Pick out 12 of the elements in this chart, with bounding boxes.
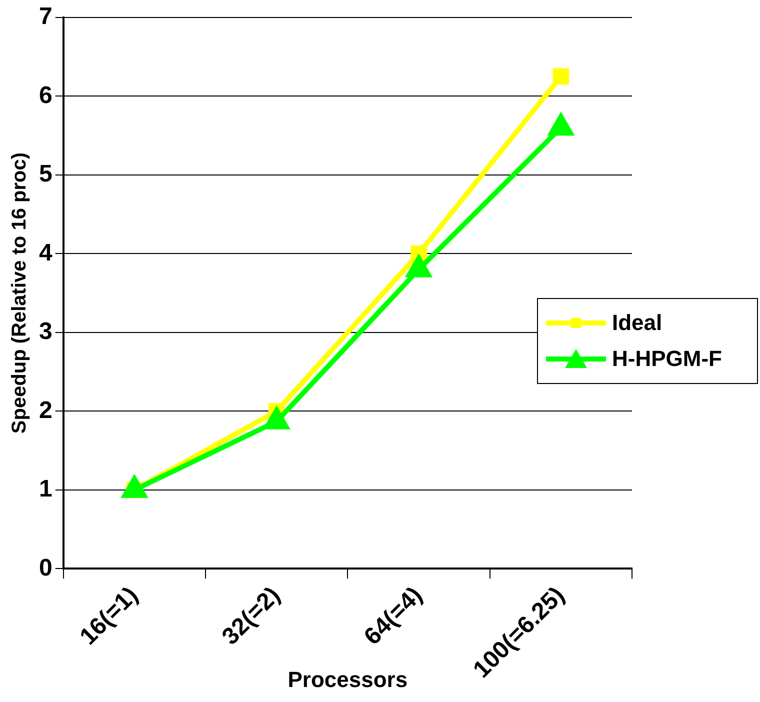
y-tick-label: 4 [38,239,53,266]
y-tick-label: 1 [38,476,52,503]
y-tick-label: 5 [38,160,52,188]
x-axis-title: Processors [288,666,408,692]
legend-label: Ideal [612,310,662,336]
y-tick-label: 3 [38,318,52,346]
y-tick-label: 0 [38,554,52,582]
y-tick-label: 6 [38,82,52,109]
legend-label: H-HPGM-F [612,346,722,372]
y-axis-title: Speedup (Relative to 16 proc) [8,152,31,434]
y-tick-label: 2 [38,396,52,424]
y-tick-label: 7 [38,3,52,30]
